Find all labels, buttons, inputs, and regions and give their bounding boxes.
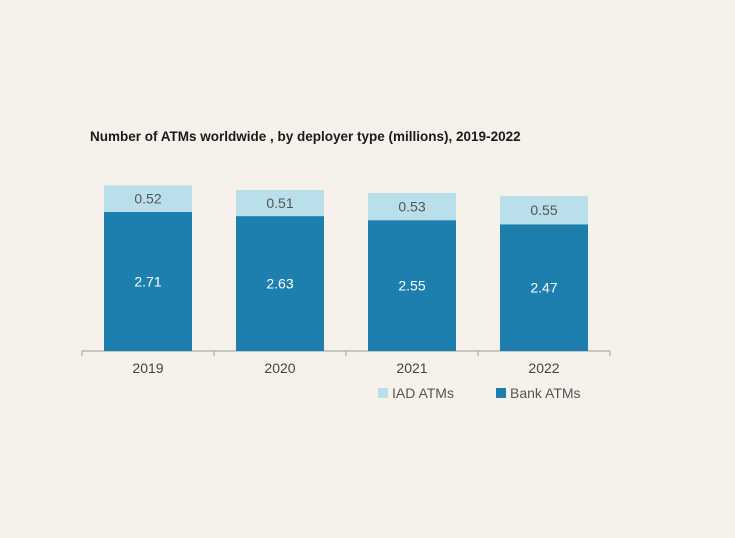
bar-iad-atms-2019 [104,185,192,212]
chart-title: Number of ATMs worldwide , by deployer t… [90,129,521,144]
x-tick-label-2022: 2022 [528,360,559,376]
data-label-bank-atms-2021: 2.55 [398,278,425,294]
data-label-bank-atms-2019: 2.71 [134,273,161,289]
legend-swatch-bank-atms [496,388,506,398]
data-label-bank-atms-2020: 2.63 [266,276,293,292]
data-label-iad-atms-2019: 0.52 [134,191,161,207]
data-label-bank-atms-2022: 2.47 [530,280,557,296]
data-label-iad-atms-2021: 0.53 [398,199,425,215]
bar-bank-atms-2020 [236,216,324,351]
bar-iad-atms-2020 [236,189,324,217]
bar-bank-atms-2021 [368,220,456,351]
legend-swatch-iad-atms [378,388,388,398]
legend-label-iad-atms: IAD ATMs [392,385,454,401]
data-label-iad-atms-2022: 0.55 [530,202,557,218]
x-tick-label-2020: 2020 [264,360,295,376]
x-tick-label-2021: 2021 [396,360,427,376]
data-label-iad-atms-2020: 0.51 [266,195,293,211]
bar-bank-atms-2019 [104,211,192,351]
bar-iad-atms-2021 [368,192,456,221]
legend-label-bank-atms: Bank ATMs [510,385,581,401]
bar-bank-atms-2022 [500,224,588,351]
x-tick-label-2019: 2019 [132,360,163,376]
bar-iad-atms-2022 [500,196,588,225]
